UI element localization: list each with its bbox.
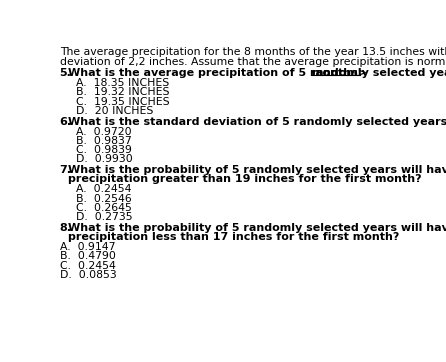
Text: D.  0.2735: D. 0.2735 [76,212,132,222]
Text: What is the probability of 5 randomly selected years will have an average: What is the probability of 5 randomly se… [68,223,446,233]
Text: B.  0.2546: B. 0.2546 [76,194,132,203]
Text: What is the average precipitation of 5 randomly selected years for the first 8: What is the average precipitation of 5 r… [68,68,446,78]
Text: D.  0.0853: D. 0.0853 [60,270,116,280]
Text: months>: months> [311,68,368,78]
Text: precipitation greater than 19 inches for the first month?: precipitation greater than 19 inches for… [68,174,422,184]
Text: D.  0.9930: D. 0.9930 [76,154,132,164]
Text: What is the standard deviation of 5 randomly selected years for the first 8 mont: What is the standard deviation of 5 rand… [68,117,446,127]
Text: deviation of 2,2 inches. Assume that the average precipitation is normally distr: deviation of 2,2 inches. Assume that the… [60,57,446,67]
Text: The average precipitation for the 8 months of the year 13.5 inches with a standa: The average precipitation for the 8 mont… [60,47,446,57]
Text: A.  0.9147: A. 0.9147 [60,242,115,252]
Text: precipitation less than 17 inches for the first month?: precipitation less than 17 inches for th… [68,232,400,242]
Text: B.  19.32 INCHES: B. 19.32 INCHES [76,87,169,97]
Text: D.  20 INCHES: D. 20 INCHES [76,106,153,116]
Text: 8.: 8. [60,223,72,233]
Text: What is the probability of 5 randomly selected years will have an average: What is the probability of 5 randomly se… [68,165,446,175]
Text: B.  0.4790: B. 0.4790 [60,251,116,261]
Text: C.  0.2645: C. 0.2645 [76,203,132,213]
Text: A.  0.9720: A. 0.9720 [76,127,132,136]
Text: B.  0.9837: B. 0.9837 [76,136,132,146]
Text: A.  18.35 INCHES: A. 18.35 INCHES [76,78,169,88]
Text: A.  0.2454: A. 0.2454 [76,184,132,194]
Text: C.  0.2454: C. 0.2454 [60,261,116,270]
Text: 5.: 5. [60,68,71,78]
Text: 7.: 7. [60,165,72,175]
Text: 6.: 6. [60,117,72,127]
Text: C.  19.35 INCHES: C. 19.35 INCHES [76,97,169,106]
Text: C.  0.9839: C. 0.9839 [76,145,132,155]
